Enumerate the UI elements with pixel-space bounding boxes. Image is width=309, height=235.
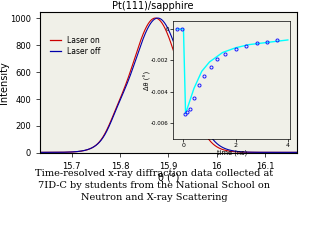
- Y-axis label: Intensity: Intensity: [0, 61, 9, 104]
- X-axis label: time (ns): time (ns): [217, 149, 247, 156]
- Y-axis label: Δθ (°): Δθ (°): [144, 70, 151, 90]
- Text: Pt(111)/sapphire: Pt(111)/sapphire: [112, 1, 193, 11]
- Legend: Laser on, Laser off: Laser on, Laser off: [47, 32, 104, 59]
- X-axis label: θ (°): θ (°): [158, 172, 179, 182]
- Text: Time-resolved x-ray diffraction data collected at
7ID-C by students from the Nat: Time-resolved x-ray diffraction data col…: [36, 169, 273, 202]
